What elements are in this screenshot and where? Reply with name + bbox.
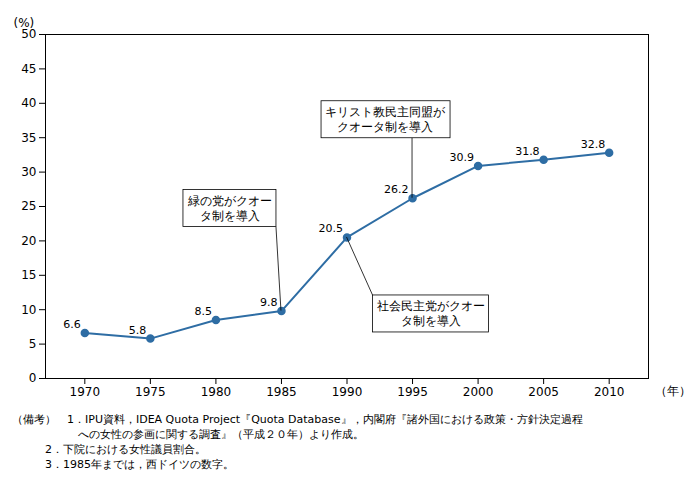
html-text:3．1985年までは，西ドイツの数字。: 3．1985年までは，西ドイツの数字。 <box>12 458 234 471</box>
svg-text:40: 40 <box>21 96 36 110</box>
svg-text:(%): (%) <box>14 16 35 30</box>
svg-text:6.6: 6.6 <box>63 318 81 331</box>
svg-text:1990: 1990 <box>332 385 363 399</box>
svg-text:2010: 2010 <box>594 385 625 399</box>
svg-text:30: 30 <box>21 165 36 179</box>
svg-text:26.2: 26.2 <box>384 183 409 196</box>
svg-text:1975: 1975 <box>135 385 166 399</box>
svg-text:1985: 1985 <box>266 385 297 399</box>
svg-text:45: 45 <box>21 62 36 76</box>
svg-text:2005: 2005 <box>528 385 559 399</box>
svg-text:50: 50 <box>21 27 37 42</box>
svg-text:10: 10 <box>21 303 36 317</box>
html-text:（備考） 1．IPU資料，IDEA Quota Projec: （備考） 1．IPU資料，IDEA Quota Project『Quota Da… <box>12 413 583 426</box>
svg-text:（年）: （年） <box>655 384 691 398</box>
svg-text:9.8: 9.8 <box>260 296 278 309</box>
svg-text:15: 15 <box>21 268 36 282</box>
svg-text:5.8: 5.8 <box>129 324 147 337</box>
svg-text:30.9: 30.9 <box>450 151 475 164</box>
html-text:2．下院における女性議員割合。: 2．下院における女性議員割合。 <box>12 443 206 456</box>
html-text:への女性の参画に関する調査』（平成２０年）より作成。: への女性の参画に関する調査』（平成２０年）より作成。 <box>12 428 364 441</box>
svg-text:1995: 1995 <box>397 385 428 399</box>
svg-text:1970: 1970 <box>70 385 101 399</box>
svg-text:5: 5 <box>29 337 37 351</box>
svg-text:緑の党がクオータ制を導入: 緑の党がクオータ制を導入 <box>187 194 272 223</box>
svg-text:35: 35 <box>21 131 36 145</box>
svg-text:8.5: 8.5 <box>194 305 212 318</box>
svg-text:32.8: 32.8 <box>581 138 606 151</box>
svg-text:1980: 1980 <box>201 385 232 399</box>
svg-text:31.8: 31.8 <box>515 145 540 158</box>
svg-text:20: 20 <box>21 234 36 248</box>
svg-text:社会民主党がクオータ制を導入: 社会民主党がクオータ制を導入 <box>377 299 485 328</box>
svg-text:20.5: 20.5 <box>319 222 344 235</box>
svg-text:キリスト教民主同盟がクオータ制を導入: キリスト教民主同盟がクオータ制を導入 <box>325 105 446 134</box>
svg-text:25: 25 <box>21 199 36 213</box>
svg-text:2000: 2000 <box>463 385 494 399</box>
svg-text:0: 0 <box>29 371 37 385</box>
